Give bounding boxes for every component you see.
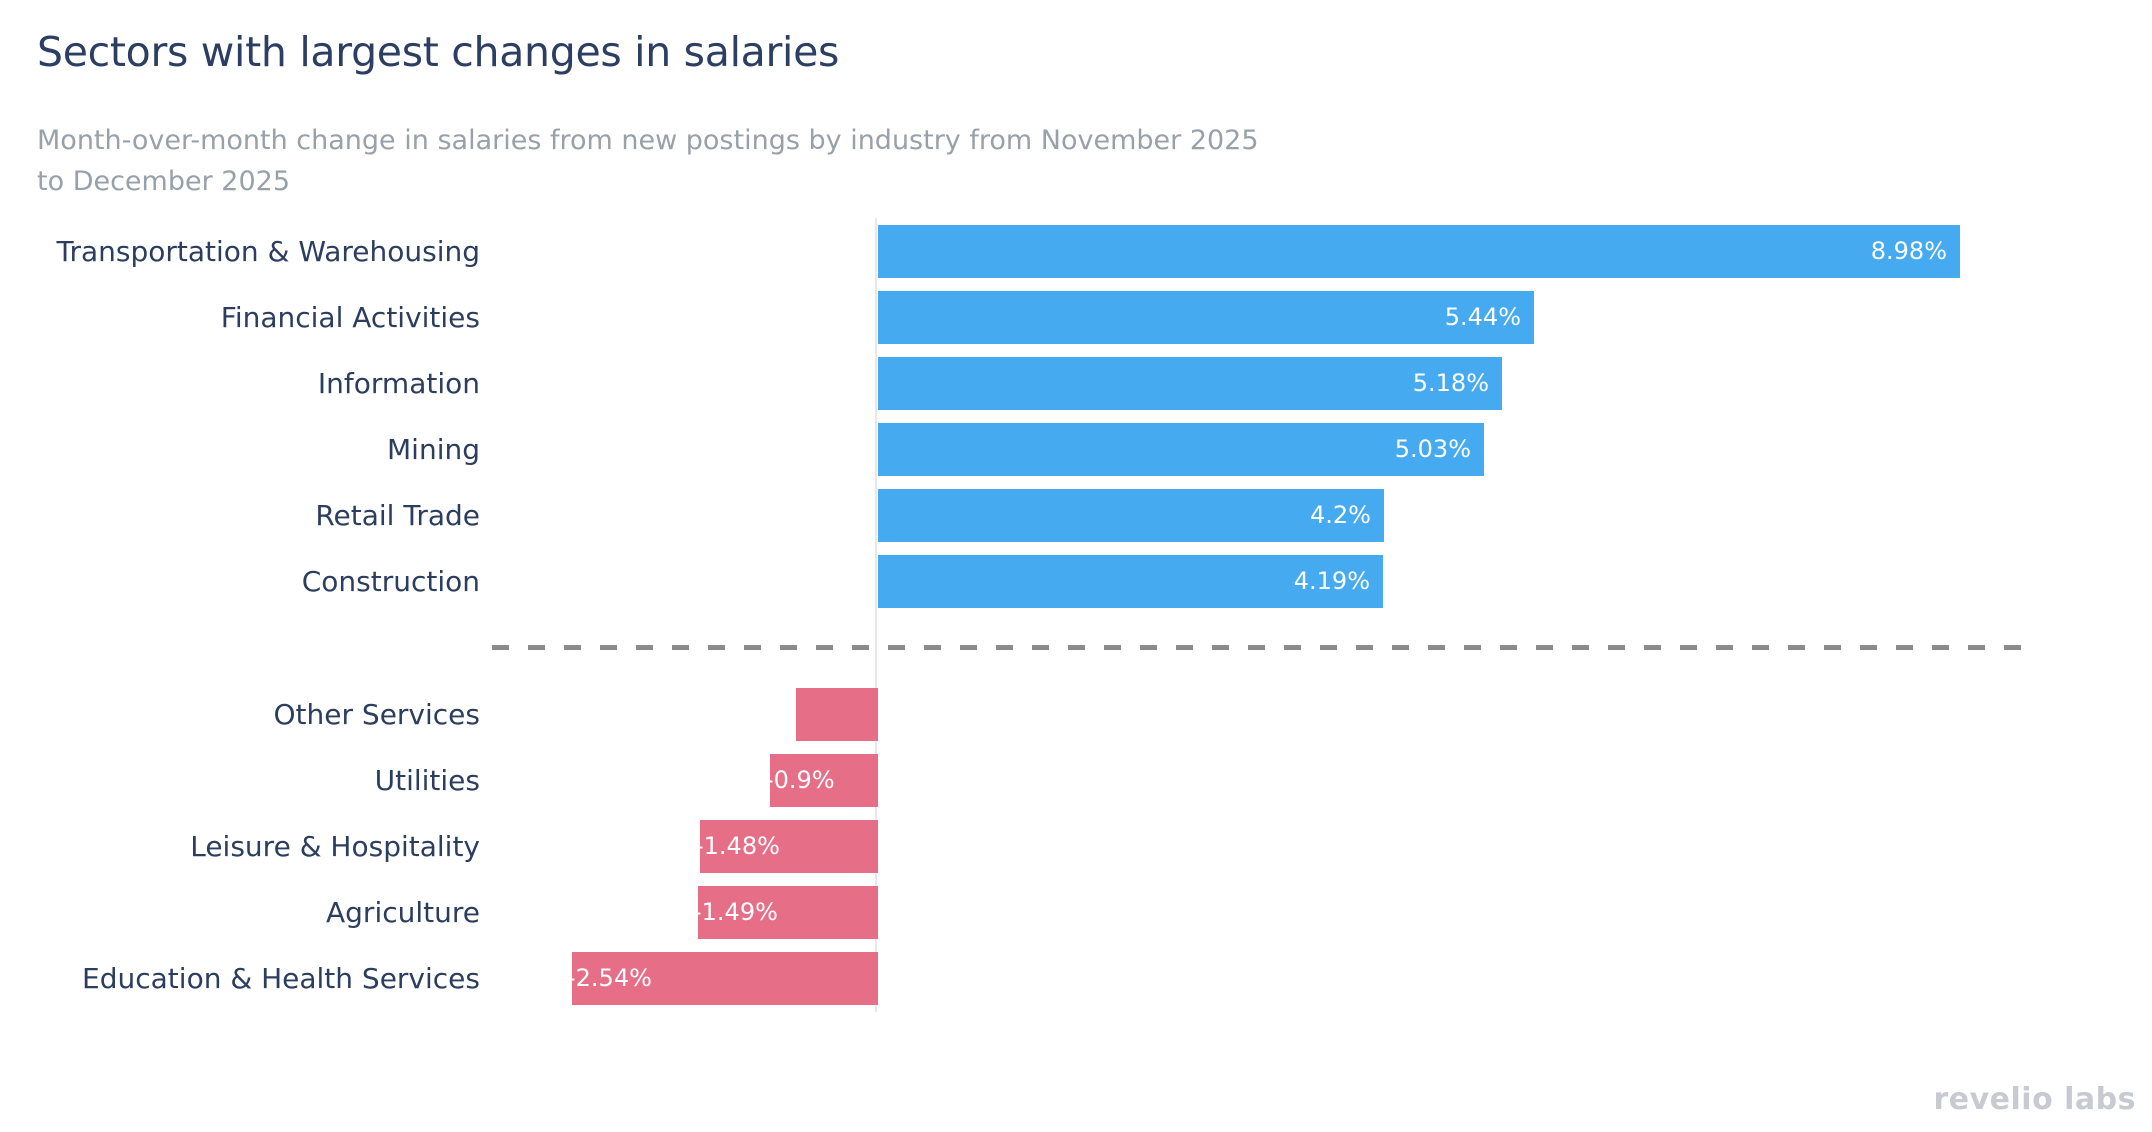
category-label: Retail Trade bbox=[315, 499, 480, 532]
bar-row: Other Services bbox=[0, 688, 2152, 741]
bar-value-label: 5.44% bbox=[1444, 303, 1521, 331]
bar-row: Mining 5.03% bbox=[0, 423, 2152, 476]
bar-row: Retail Trade 4.2% bbox=[0, 489, 2152, 542]
chart-subtitle-line-1: Month-over-month change in salaries from… bbox=[37, 125, 1259, 156]
bar-value-label: -1.48% bbox=[695, 832, 780, 860]
negative-bar: -0.9% bbox=[765, 754, 878, 807]
bar-value-label: 8.98% bbox=[1870, 237, 1947, 265]
category-label: Leisure & Hospitality bbox=[190, 830, 480, 863]
positive-bar: 4.2% bbox=[878, 489, 1384, 542]
category-label: Information bbox=[317, 367, 480, 400]
negative-bar: -1.49% bbox=[693, 886, 878, 939]
bar-row: Agriculture -1.49% bbox=[0, 886, 2152, 939]
chart-title: Sectors with largest changes in salaries bbox=[37, 28, 840, 76]
positive-bar: 5.03% bbox=[878, 423, 1484, 476]
chart-subtitle-line-2: to December 2025 bbox=[37, 166, 290, 197]
negative-bar bbox=[796, 688, 878, 741]
category-label: Financial Activities bbox=[220, 301, 480, 334]
bar-value-label: -0.9% bbox=[765, 766, 835, 794]
category-label: Mining bbox=[387, 433, 480, 466]
category-label: Other Services bbox=[273, 698, 480, 731]
bar-row: Leisure & Hospitality -1.48% bbox=[0, 820, 2152, 873]
negative-bar: -1.48% bbox=[695, 820, 878, 873]
bar-row: Transportation & Warehousing 8.98% bbox=[0, 225, 2152, 278]
category-label: Construction bbox=[301, 565, 480, 598]
watermark-logo: revelio labs bbox=[1933, 1082, 2136, 1117]
bar-row: Education & Health Services -2.54% bbox=[0, 952, 2152, 1005]
bar-value-label: -1.49% bbox=[693, 898, 778, 926]
category-label: Education & Health Services bbox=[82, 962, 480, 995]
bar-value-label: -2.54% bbox=[567, 964, 652, 992]
zero-divider-dashed-line bbox=[492, 645, 2022, 650]
category-label: Transportation & Warehousing bbox=[56, 235, 481, 268]
bar-value-label: 4.19% bbox=[1293, 567, 1370, 595]
bar-value-label: 5.18% bbox=[1412, 369, 1489, 397]
bar-value-label: 4.2% bbox=[1310, 501, 1371, 529]
negative-bar: -2.54% bbox=[567, 952, 878, 1005]
positive-bar: 5.44% bbox=[878, 291, 1534, 344]
positive-bar: 5.18% bbox=[878, 357, 1502, 410]
bar-row: Construction 4.19% bbox=[0, 555, 2152, 608]
bar-row: Information 5.18% bbox=[0, 357, 2152, 410]
chart-subtitle: Month-over-month change in salaries from… bbox=[37, 120, 1259, 202]
bar-row: Financial Activities 5.44% bbox=[0, 291, 2152, 344]
category-label: Utilities bbox=[374, 764, 480, 797]
bar-value-label: 5.03% bbox=[1394, 435, 1471, 463]
positive-bar: 4.19% bbox=[878, 555, 1383, 608]
positive-bar: 8.98% bbox=[878, 225, 1960, 278]
category-label: Agriculture bbox=[326, 896, 480, 929]
bar-row: Utilities -0.9% bbox=[0, 754, 2152, 807]
zero-axis-line bbox=[875, 218, 877, 1012]
